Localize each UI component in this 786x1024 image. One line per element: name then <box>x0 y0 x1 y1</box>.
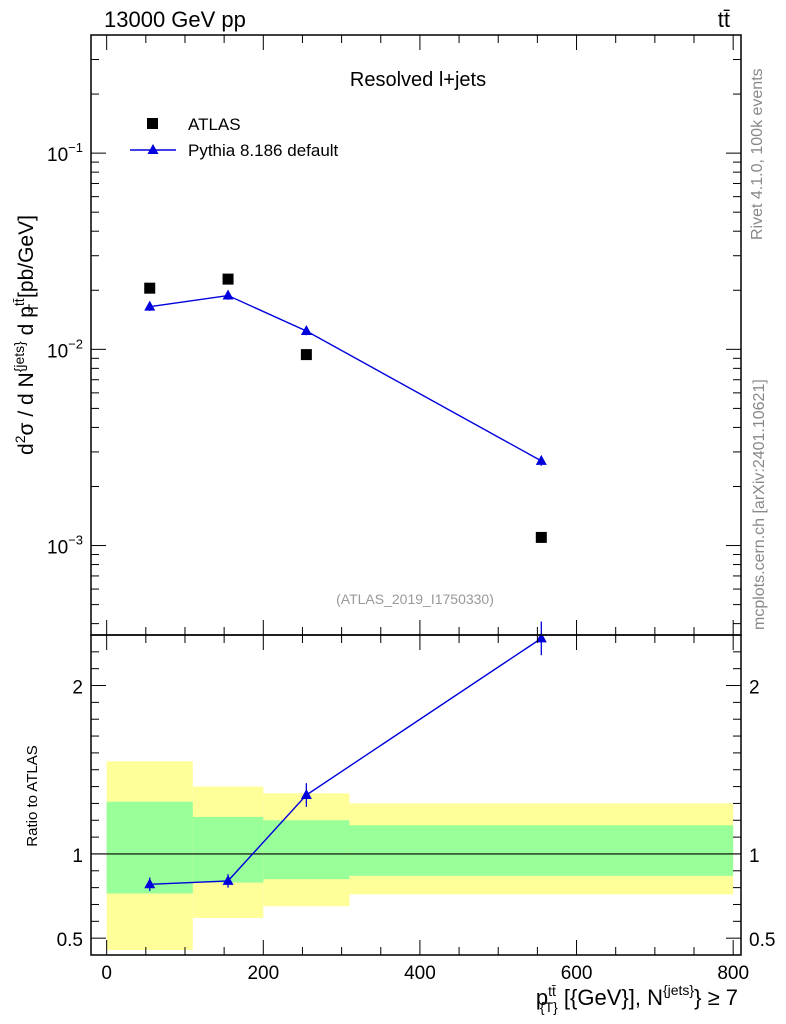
ratio-point <box>535 632 547 643</box>
legend-atlas-marker <box>147 118 158 129</box>
main-plot-title: Resolved l+jets <box>350 69 486 91</box>
pythia-point <box>222 289 234 300</box>
ratio-data-marks <box>144 621 547 891</box>
ratio-inner-band <box>263 820 350 880</box>
ratio-y-tick-label-left: 1 <box>72 846 83 867</box>
pythia-point <box>300 325 312 336</box>
ratio-y-tick-label-right: 0.5 <box>749 930 775 951</box>
main-y-tick-label: 10−3 <box>47 533 83 559</box>
ratio-y-tick-label-right: 2 <box>749 678 760 699</box>
x-axis-label: ptt̄ {T} [{GeV}], N{jets}} ≥ 7 <box>536 982 738 1015</box>
svg-text:ptt̄{T} [{GeV}], N{jets}} ≥ 7: ptt̄ {T} [{GeV}], N{jets}} ≥ 7 <box>536 982 738 1015</box>
ratio-line <box>149 637 542 885</box>
ratio-y-tick-label-left: 0.5 <box>57 930 83 951</box>
pythia-point <box>144 300 156 311</box>
ratio-point <box>300 789 312 799</box>
pythia-line <box>149 294 542 462</box>
atlas-point <box>222 273 234 285</box>
ratio-inner-band <box>349 825 734 876</box>
main-data-marks <box>144 273 547 543</box>
ratio-y-axis-label: Ratio to ATLAS <box>24 745 41 846</box>
atlas-point <box>300 349 312 361</box>
ratio-x-tick-label: 0 <box>101 963 112 984</box>
ratio-point <box>144 878 156 889</box>
svg-text:d2σ / d N{jets} d ptt̄T [pb/: d2σ / d N{jets} d ptt̄T [pb/GeV] <box>11 215 41 455</box>
ratio-frame <box>90 634 742 956</box>
ratio-axis-ticks: 0.5 0.5 1 1 2 2 0 200 400 600 800 <box>57 635 775 984</box>
main-panel: 10−3 10−2 10−1 Resolved l+jets (ATLAS_2019… <box>11 34 742 636</box>
pythia-point <box>535 454 547 465</box>
analysis-id-label: (ATLAS_2019_I1750330) <box>336 591 494 607</box>
main-y-tick-label: 10−2 <box>47 336 83 362</box>
atlas-point <box>535 531 547 543</box>
ratio-x-tick-label: 600 <box>561 963 593 984</box>
main-y-tick-label: 10−1 <box>47 140 83 166</box>
energy-label: 13000 GeV pp <box>104 7 246 32</box>
ratio-bands <box>106 761 734 950</box>
main-y-axis-label: d2σ / d N{jets} d ptt̄T [pb/GeV] <box>11 215 41 455</box>
ratio-x-tick-label: 200 <box>247 963 279 984</box>
ratio-inner-band <box>192 816 264 883</box>
atlas-point <box>144 282 156 294</box>
legend: ATLAS Pythia 8.186 default <box>130 115 339 160</box>
legend-pythia-label: Pythia 8.186 default <box>188 141 339 160</box>
mcplots-label: mcplots.cern.ch [arXiv:2401.10621] <box>751 379 768 630</box>
legend-atlas-label: ATLAS <box>188 115 241 134</box>
ratio-y-tick-label-left: 2 <box>72 678 83 699</box>
ratio-x-tick-label: 400 <box>404 963 436 984</box>
ratio-point <box>222 874 234 885</box>
rivet-version-label: Rivet 4.1.0, 100k events <box>749 68 766 240</box>
ratio-x-tick-label: 800 <box>717 963 749 984</box>
main-axis-ticks: 10−3 10−2 10−1 <box>47 34 741 635</box>
process-label: tt̄ <box>718 7 730 32</box>
legend-pythia-marker <box>147 144 159 154</box>
ratio-y-tick-label-right: 1 <box>749 846 760 867</box>
ratio-panel: 0.5 0.5 1 1 2 2 0 200 400 600 800 Ratio to ATLAS p… <box>24 621 775 1015</box>
